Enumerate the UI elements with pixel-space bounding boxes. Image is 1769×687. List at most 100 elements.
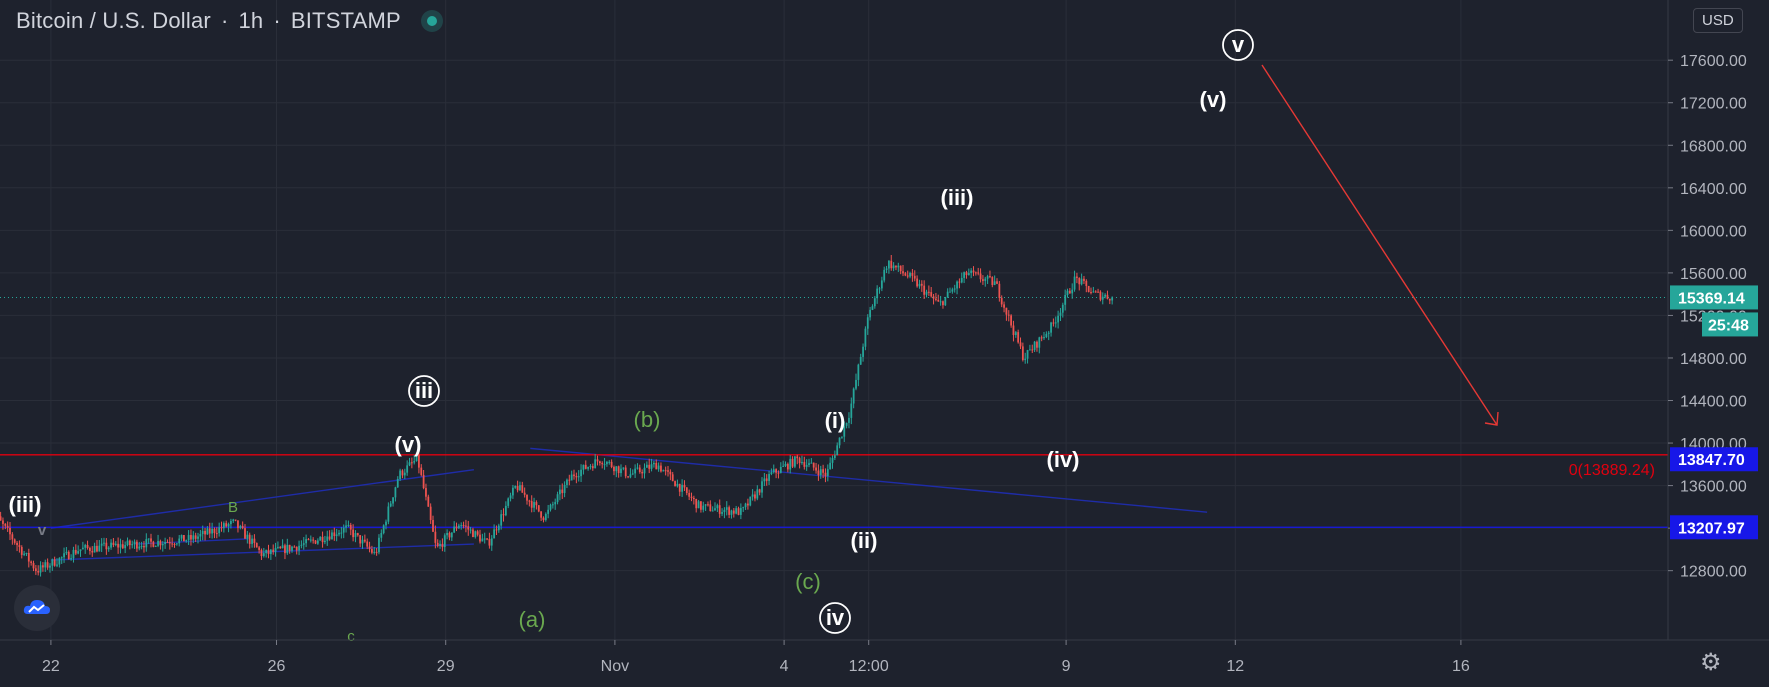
candle-body	[1073, 276, 1076, 290]
candle-body	[758, 489, 761, 493]
candle-body	[974, 272, 977, 274]
candle-body	[2, 520, 4, 524]
candle-body	[436, 542, 439, 547]
candle-body	[326, 536, 329, 541]
candle-body	[561, 489, 564, 494]
candle-body	[594, 459, 597, 469]
candle-body	[1057, 315, 1060, 323]
price-axis[interactable]: 12800.0013200.0013600.0014000.0014400.00…	[1667, 0, 1769, 687]
candle-body	[857, 364, 860, 380]
candle-body	[253, 538, 256, 544]
candle-body	[81, 547, 84, 550]
candle-body	[1078, 277, 1081, 285]
candle-body	[951, 289, 954, 292]
candle-body	[702, 505, 705, 510]
symbol-header[interactable]: Bitcoin / U.S. Dollar · 1h · BITSTAMP	[16, 8, 443, 34]
candle-body	[845, 422, 848, 426]
candle-body	[580, 469, 582, 477]
candle-body	[850, 403, 853, 418]
candle-body	[255, 543, 258, 548]
candle-body	[51, 559, 54, 566]
candle-body	[93, 545, 96, 553]
candle-body	[653, 462, 655, 465]
candle-body	[690, 496, 693, 498]
candle-body	[486, 538, 488, 540]
cloud-logo-icon[interactable]	[14, 585, 60, 631]
wave-label: iv	[826, 605, 845, 630]
candle-body	[302, 543, 305, 545]
candle-body	[815, 467, 817, 471]
candle-body	[107, 547, 110, 550]
candle-body	[779, 466, 782, 473]
candle-body	[883, 269, 886, 281]
candle-body	[446, 532, 449, 536]
candle-body	[523, 492, 526, 495]
candle-body	[197, 536, 199, 539]
candle-body	[312, 539, 315, 541]
candle-body	[269, 549, 272, 555]
candle-body	[723, 509, 726, 513]
candle-body	[112, 542, 115, 546]
candle-body	[34, 568, 37, 572]
candle-body	[100, 543, 103, 546]
time-axis[interactable]: 22 26 29 Nov 4 12:00 9 12 16	[0, 639, 1769, 675]
candle-body	[389, 503, 392, 507]
candle-body	[394, 487, 397, 498]
candle-body	[629, 474, 632, 478]
candle-body	[1007, 314, 1010, 316]
candle-body	[1068, 290, 1071, 294]
candle-body	[1010, 315, 1013, 326]
candle-body	[16, 542, 18, 546]
candle-body	[575, 476, 578, 478]
candle-body	[601, 463, 604, 465]
candle-body	[747, 503, 749, 506]
x-tick-label: 12	[1226, 658, 1244, 675]
candle-body	[281, 545, 284, 549]
candle-body	[4, 523, 7, 526]
currency-button[interactable]: USD	[1693, 8, 1743, 33]
market-open-dot-icon	[420, 10, 443, 32]
candle-body	[335, 534, 338, 537]
candle-body	[704, 504, 707, 506]
candle-body	[970, 270, 973, 274]
candle-body	[967, 273, 970, 276]
candle-body	[1101, 296, 1104, 300]
candle-body	[735, 508, 738, 514]
candle-body	[300, 544, 303, 546]
candle-body	[260, 549, 263, 557]
candle-body	[20, 546, 23, 555]
candle-body	[185, 540, 188, 542]
interval-label[interactable]: 1h	[238, 8, 264, 33]
candle-body	[674, 481, 676, 487]
separator: ·	[273, 8, 281, 33]
gear-icon[interactable]: ⚙	[1700, 649, 1722, 676]
candle-body	[481, 538, 484, 542]
x-tick-label: 16	[1452, 658, 1470, 675]
candle-body	[563, 484, 566, 494]
candle-body	[796, 456, 799, 459]
candle-body	[415, 455, 418, 462]
candle-body	[1031, 349, 1034, 351]
candle-body	[786, 463, 789, 470]
candle-body	[544, 513, 547, 521]
candle-body	[869, 309, 872, 318]
candle-body	[836, 445, 839, 456]
candle-body	[234, 519, 237, 521]
candle-body	[789, 458, 792, 470]
candles	[0, 254, 1114, 577]
candle-body	[183, 535, 185, 542]
candle-body	[56, 564, 58, 566]
candle-body	[984, 278, 987, 281]
candle-body	[89, 547, 91, 552]
candle-body	[648, 464, 651, 469]
candle-body	[399, 470, 402, 480]
candle-body	[396, 479, 399, 488]
candle-body	[126, 540, 129, 546]
candle-body	[74, 549, 77, 554]
candle-body	[895, 265, 897, 268]
candle-body	[265, 549, 268, 554]
candle-body	[526, 494, 528, 501]
candle-body	[157, 540, 159, 546]
candle-body	[596, 459, 599, 462]
